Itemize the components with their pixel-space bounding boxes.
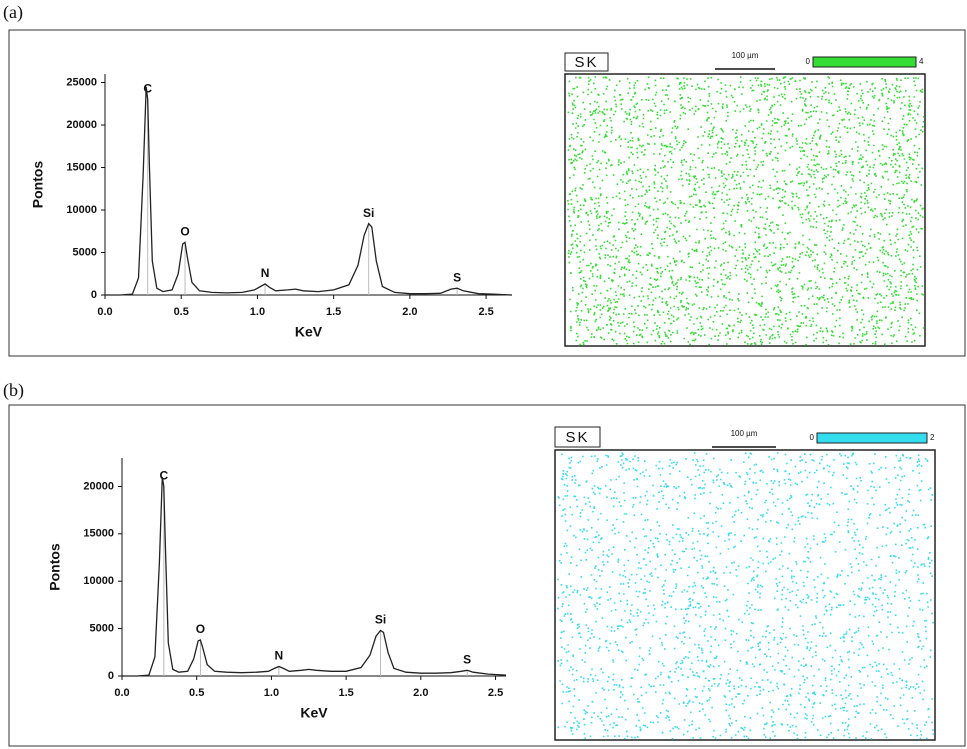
x-tick-label: 1.5	[326, 306, 341, 318]
colorbar-tick: 4	[919, 57, 924, 66]
y-tick-label: 20000	[83, 480, 114, 492]
y-axis-label: Pontos	[30, 161, 46, 209]
element-label: SK	[565, 429, 589, 446]
colorbar	[816, 432, 928, 444]
panel-label: (b)	[3, 380, 24, 401]
scale-bar-label: 100 µm	[731, 429, 758, 438]
element-label: SK	[574, 54, 598, 71]
colorbar	[812, 56, 917, 68]
x-axis-label: KeV	[300, 705, 328, 721]
x-tick-label: 2.0	[413, 687, 428, 699]
x-tick-label: 2.5	[478, 306, 493, 318]
spectrum-line	[105, 86, 513, 296]
peak-label: O	[180, 224, 189, 238]
peak-label: C	[143, 82, 152, 96]
colorbar-tick: 0	[806, 57, 811, 66]
peak-label: S	[463, 652, 471, 666]
peak-label: Si	[363, 206, 374, 220]
panel-label: (a)	[3, 2, 23, 23]
x-tick-label: 0.5	[189, 687, 204, 699]
peak-label: C	[160, 469, 169, 483]
y-tick-label: 0	[91, 289, 97, 301]
x-tick-label: 1.0	[250, 306, 265, 318]
x-tick-label: 1.5	[338, 687, 353, 699]
spectrum-line	[122, 476, 507, 677]
x-tick-label: 0.5	[174, 306, 189, 318]
peak-label: N	[275, 649, 284, 663]
colorbar-tick: 0	[810, 433, 815, 442]
colorbar-tick: 2	[930, 433, 935, 442]
x-tick-label: 2.0	[402, 306, 417, 318]
peak-label: N	[261, 266, 270, 280]
y-axis-label: Pontos	[47, 543, 63, 591]
x-tick-label: 0.0	[114, 687, 129, 699]
x-tick-label: 1.0	[264, 687, 279, 699]
y-tick-label: 15000	[83, 528, 114, 540]
x-axis-label: KeV	[295, 324, 323, 340]
y-tick-label: 5000	[73, 246, 97, 258]
map-frame	[554, 449, 936, 741]
scale-bar-label: 100 µm	[732, 51, 759, 60]
y-tick-label: 20000	[66, 119, 97, 131]
y-tick-label: 10000	[83, 575, 114, 587]
peak-label: S	[453, 270, 461, 284]
x-tick-label: 2.5	[488, 687, 503, 699]
map-frame	[564, 73, 926, 347]
x-tick-label: 0.0	[97, 306, 112, 318]
y-tick-label: 0	[108, 670, 114, 682]
peak-label: Si	[375, 613, 386, 627]
panel-frame	[8, 404, 966, 747]
element-box	[554, 426, 601, 448]
y-tick-label: 10000	[66, 204, 97, 216]
y-tick-label: 15000	[66, 161, 97, 173]
y-tick-label: 25000	[66, 76, 97, 88]
element-box	[564, 52, 609, 72]
y-tick-label: 5000	[90, 623, 114, 635]
peak-label: O	[196, 622, 205, 636]
panel-frame	[8, 29, 966, 357]
